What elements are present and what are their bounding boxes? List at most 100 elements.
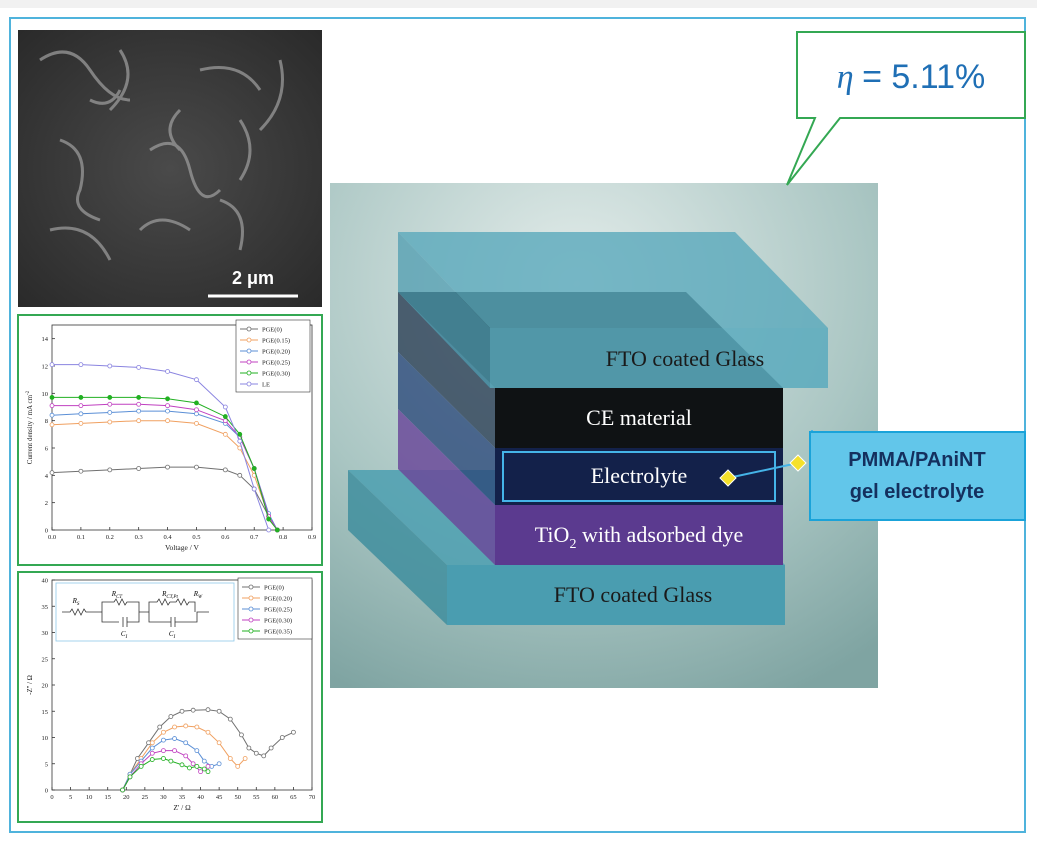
y-tick-label: 12 [42,364,49,371]
tio2-sub: 2 [569,537,576,552]
legend-label: PGE(0.35) [264,629,292,636]
circuit-sub: CT,Pt [166,595,178,600]
data-point [79,469,83,473]
data-point [108,410,112,414]
legend-label: PGE(0) [264,585,284,592]
data-point [191,762,195,766]
x-tick-label: 0.3 [135,534,143,541]
callout-line: gel electrolyte [850,481,985,503]
data-point [252,487,256,491]
y-tick-label: 0 [45,788,48,795]
data-point [194,408,198,412]
data-point [238,473,242,477]
legend-marker [247,327,251,331]
data-point [206,708,210,712]
y-tick-label: 8 [45,418,48,425]
data-point [238,432,242,436]
data-point [166,404,170,408]
data-point [239,733,243,737]
x-tick-label: 0.9 [308,534,316,541]
data-point [137,467,141,471]
y-tick-label: 15 [42,709,49,716]
sem-image: 2 μm [18,30,322,307]
data-point [180,763,184,767]
eta-symbol: η [837,59,854,96]
data-point [139,764,143,768]
legend-marker [249,618,253,622]
data-point [169,715,173,719]
legend-marker [247,360,251,364]
data-point [79,421,83,425]
data-point [223,468,227,472]
y-axis-label: Current density / mA cm-2 [26,390,34,464]
data-point [187,766,191,770]
legend-label: PGE(0.20) [262,349,290,356]
layer-label: FTO coated Glass [606,346,764,371]
data-point [108,364,112,368]
data-point [206,730,210,734]
layer-label: FTO coated Glass [554,582,712,607]
legend-marker [247,382,251,386]
y-axis-label: -Z'' / Ω [26,675,34,695]
x-tick-label: 0.6 [221,534,230,541]
legend-label: PGE(0.25) [262,360,290,367]
data-point [262,754,266,758]
y-tick-label: 14 [42,336,49,343]
x-tick-label: 50 [234,794,241,801]
x-tick-label: 35 [179,794,186,801]
data-point [161,730,165,734]
data-point [50,423,54,427]
data-point [79,412,83,416]
y-tick-label: 10 [42,735,49,742]
legend-marker [249,607,253,611]
data-point [228,717,232,721]
data-point [184,724,188,728]
x-tick-label: 55 [253,794,260,801]
data-point [108,402,112,406]
data-point [173,749,177,753]
x-tick-label: 0.0 [48,534,56,541]
data-point [166,369,170,373]
x-tick-label: 0.1 [77,534,85,541]
data-point [202,759,206,763]
x-tick-label: 0.8 [279,534,287,541]
efficiency: η = 5.11% [837,58,986,96]
circuit-sub: I [173,635,176,640]
data-point [161,757,165,761]
data-point [254,751,258,755]
data-point [206,770,210,774]
legend-marker [249,629,253,633]
data-point [184,754,188,758]
x-tick-label: 0 [50,794,53,801]
data-point [217,762,221,766]
data-point [108,468,112,472]
data-point [191,708,195,712]
data-point [137,395,141,399]
legend-marker [247,371,251,375]
data-point [238,439,242,443]
scale-label: 2 μm [232,268,274,288]
data-point [180,709,184,713]
y-tick-label: 0 [45,528,48,535]
data-point [280,736,284,740]
data-point [137,365,141,369]
data-point [166,409,170,413]
data-point [79,363,83,367]
data-point [50,471,54,475]
data-point [223,419,227,423]
data-point [128,775,132,779]
x-tick-label: 0.4 [163,534,172,541]
data-point [275,528,279,532]
legend-label: PGE(0.15) [262,338,290,345]
data-point [269,746,273,750]
x-tick-label: 65 [290,794,297,801]
y-tick-label: 40 [42,578,49,585]
data-point [169,759,173,763]
data-point [166,419,170,423]
callout-line: PMMA/PAniNT [848,449,985,471]
data-point [158,725,162,729]
data-point [137,409,141,413]
data-point [206,764,210,768]
data-point [150,746,154,750]
y-tick-label: 20 [42,683,49,690]
